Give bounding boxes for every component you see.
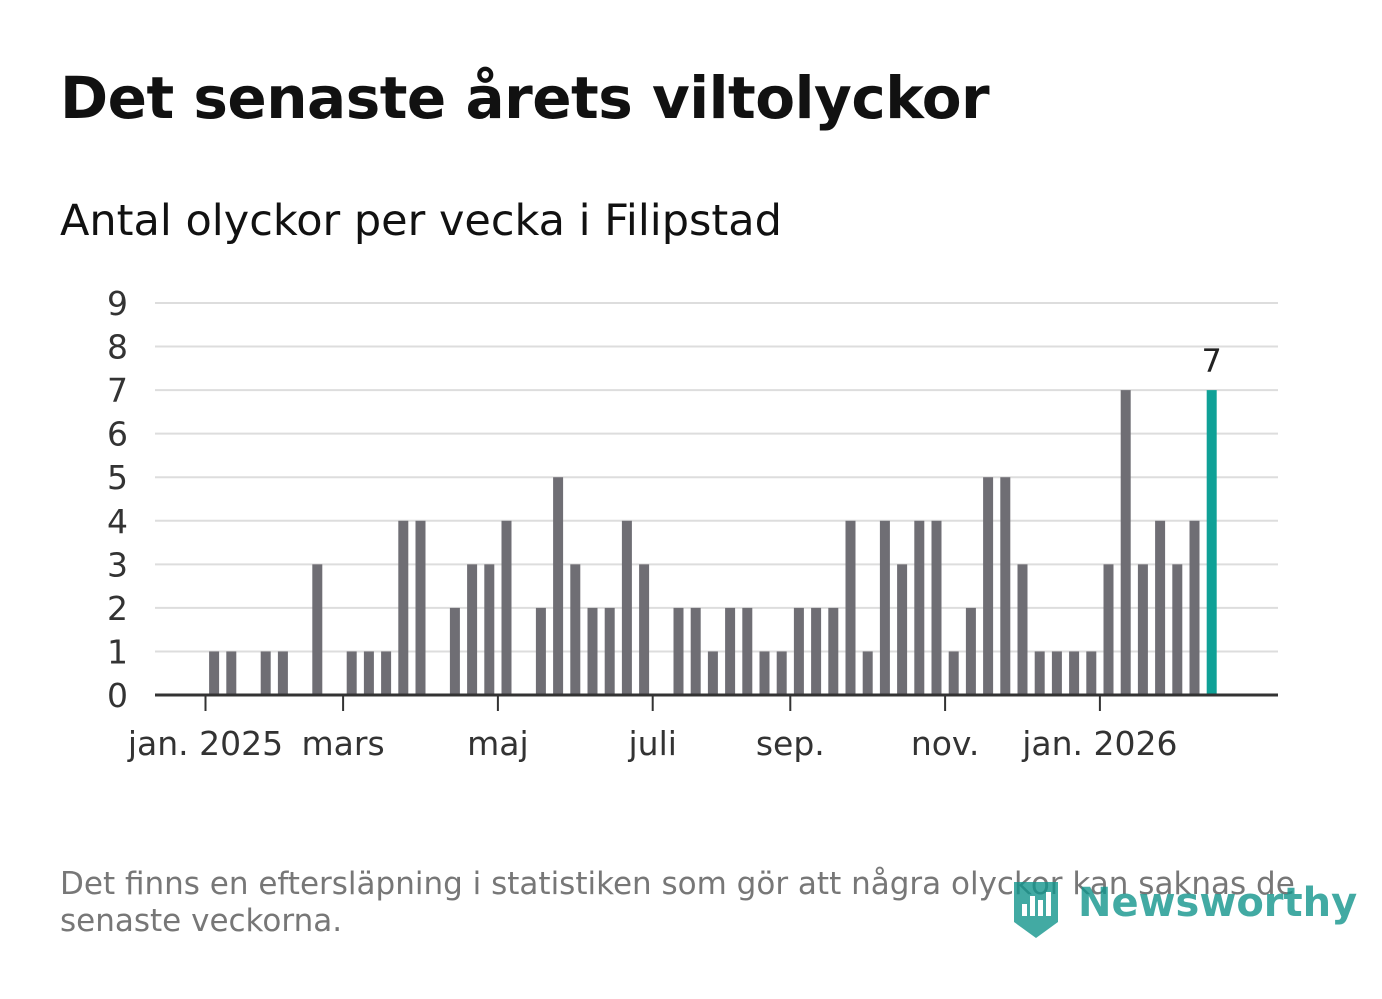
bar (1017, 564, 1028, 695)
bar-chart: 0 1 2 3 4 5 6 7 8 9 jan. 2025 mars maj juli sep. nov. ja… (107, 284, 1278, 763)
bar (1189, 520, 1200, 695)
bar (1051, 651, 1062, 695)
x-tick-label: jan. 2025 (127, 724, 283, 763)
x-tick-label: nov. (911, 724, 980, 763)
x-tick-label: maj (467, 724, 529, 763)
bar (983, 477, 994, 695)
bar (226, 651, 237, 695)
bar (312, 564, 323, 695)
y-tick-label: 9 (107, 284, 128, 323)
y-tick-label: 3 (107, 545, 128, 584)
bar (1172, 564, 1183, 695)
bar (260, 651, 271, 695)
bar (897, 564, 908, 695)
bar (621, 520, 632, 695)
bar (501, 520, 512, 695)
chart-subtitle: Antal olyckor per vecka i Filipstad (60, 196, 782, 246)
footnote: Det finns en eftersläpning i statistiken… (60, 866, 1295, 939)
bar (449, 607, 460, 695)
bar (277, 651, 288, 695)
x-tick-label: mars (302, 724, 385, 763)
bar (862, 651, 873, 695)
bar (639, 564, 650, 695)
y-tick-label: 5 (107, 458, 128, 497)
x-tick-label: juli (627, 724, 676, 763)
bar (1120, 390, 1131, 695)
y-tick-label: 1 (107, 632, 128, 671)
bar (948, 651, 959, 695)
bar (828, 607, 839, 695)
y-tick-label: 0 (107, 676, 128, 715)
bar (484, 564, 495, 695)
highlight-bar (1206, 390, 1217, 695)
bar (467, 564, 478, 695)
bar (879, 520, 890, 695)
bar (845, 520, 856, 695)
bar (1069, 651, 1080, 695)
y-tick-label: 8 (107, 328, 128, 367)
y-tick-label: 6 (107, 415, 128, 454)
bar (553, 477, 564, 695)
bar (535, 607, 546, 695)
bar (209, 651, 220, 695)
bar (707, 651, 718, 695)
bar (811, 607, 822, 695)
logo-text: Newsworthy (1078, 880, 1358, 926)
chart-title: Det senaste årets viltolyckor (60, 64, 990, 132)
bar (1155, 520, 1166, 695)
bar (776, 651, 787, 695)
bar (415, 520, 426, 695)
bar (1000, 477, 1011, 695)
x-tick-label: jan. 2026 (1021, 724, 1177, 763)
bar (690, 607, 701, 695)
newsworthy-logo: Newsworthy (1010, 872, 1357, 942)
bar (363, 651, 374, 695)
bar (673, 607, 684, 695)
bar (1137, 564, 1148, 695)
bar (604, 607, 615, 695)
bar (587, 607, 598, 695)
y-tick-label: 7 (107, 371, 128, 410)
bar (1086, 651, 1097, 695)
highlight-data-label: 7 (1202, 342, 1222, 380)
bar (742, 607, 753, 695)
bar (725, 607, 736, 695)
newsworthy-logo-icon (1014, 882, 1058, 938)
bar (1034, 651, 1045, 695)
bar (914, 520, 925, 695)
bar (1103, 564, 1114, 695)
bar (793, 607, 804, 695)
bar (346, 651, 357, 695)
bar (570, 564, 581, 695)
x-tick-label: sep. (756, 724, 825, 763)
y-tick-label: 4 (107, 502, 128, 541)
bar (931, 520, 942, 695)
bar (398, 520, 409, 695)
bar (965, 607, 976, 695)
bar (381, 651, 392, 695)
y-tick-label: 2 (107, 589, 128, 628)
bar (759, 651, 770, 695)
